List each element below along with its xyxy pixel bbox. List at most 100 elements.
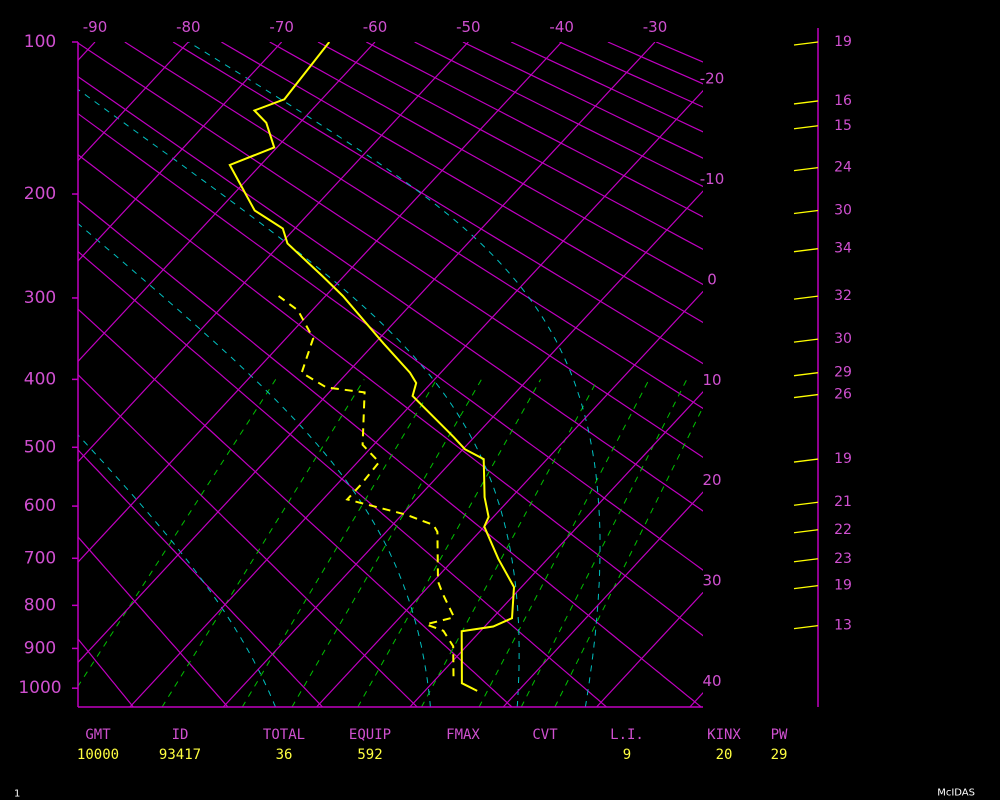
wind-barb [793,585,819,590]
pressure-label: 500 [24,437,56,457]
temperature-label: -50 [456,18,481,36]
dry-adiabat [124,42,703,410]
moist-adiabat [188,42,601,707]
wind-barb [793,558,819,563]
wind-barb [793,529,819,534]
index-label: EQUIP [349,727,391,743]
profiles [228,42,516,692]
pressure-label: 200 [24,184,56,204]
dry-adiabat [269,42,703,286]
dry-adiabat [172,42,703,365]
wind-speed-label: 30 [834,331,852,347]
wind-speed-label: 23 [834,551,852,567]
temperature-label: -30 [643,18,668,36]
temperature-label: -20 [700,70,725,88]
wind-barb [793,372,819,377]
dry-adiabat [78,638,135,707]
wind-speed-label: 24 [834,160,852,176]
index-label: TOTAL [263,727,305,743]
temperature-label: 30 [702,572,721,590]
isotherm [78,42,283,262]
index-label: ID [172,727,189,743]
temperature-label: -60 [363,18,388,36]
temperature-label: 20 [702,471,721,489]
dry-adiabat [78,308,513,707]
dewpoint-line [278,295,456,677]
wind-speed-label: 21 [834,494,852,510]
wind-speed-label: 13 [834,618,852,634]
wind-barb [793,458,819,463]
wind-speed-label: 26 [834,387,852,403]
index-value: 93417 [159,747,201,763]
temperature-line [228,42,516,692]
dry-adiabat [78,42,703,459]
isotherm [78,42,189,162]
dry-adiabat [78,536,229,707]
mixing-ratio-line [478,379,650,707]
index-value: 9 [623,747,631,763]
temperature-label: -80 [176,18,201,36]
wind-barb [793,624,819,630]
dry-adiabat [78,75,703,512]
pressure-label: 700 [24,548,56,568]
pressure-label: 1000 [18,678,61,698]
isotherm [78,42,563,563]
pressure-label: 400 [24,369,56,389]
guide-lines [78,42,703,707]
index-value: 36 [276,747,293,763]
index-label: KINX [707,727,741,743]
temperature-label: 40 [702,672,721,690]
pressure-label: 900 [24,638,56,658]
mixing-ratio-line [554,406,703,707]
index-label: CVT [532,727,558,743]
dry-adiabat [78,449,324,707]
wind-barb [793,125,819,130]
dry-adiabat [78,112,703,571]
index-value: 592 [357,747,382,763]
wind-barb [793,338,819,343]
isotherm [222,190,703,707]
mixing-ratio-line [161,379,365,707]
index-label: GMT [85,727,111,743]
temperature-label: -10 [700,170,725,188]
pressure-label: 600 [24,496,56,516]
index-value: 29 [771,747,788,763]
temperature-label: -90 [83,18,108,36]
wind-speed-label: 19 [834,34,852,50]
isotherm [78,42,656,664]
dry-adiabat [78,199,703,707]
index-value: 10000 [77,747,119,763]
dry-adiabat [78,250,608,707]
mixing-ratio-line [421,379,599,707]
moist-adiabat [78,88,520,707]
index-label: FMAX [446,727,480,743]
wind-barb [793,166,819,172]
isotherm [316,290,703,707]
wind-speed-label: 19 [834,578,852,594]
temperature-label: 0 [707,270,717,288]
wind-barb [793,209,819,215]
wind-speed-label: 32 [834,288,852,304]
mixing-ratio-line [357,379,542,707]
pressure-label: 300 [24,288,56,308]
wind-speed-label: 16 [834,93,852,109]
wind-barb [793,501,819,506]
index-value: 20 [716,747,733,763]
wind-speed-label: 19 [834,451,852,467]
wind-barb [793,100,819,105]
mixing-ratio-line [520,379,688,707]
pressure-label: 800 [24,595,56,615]
page-number: 1 [14,789,20,800]
wind-speed-label: 30 [834,203,852,219]
wind-barb [793,248,819,253]
wind-barb [793,41,819,46]
wind-barb [793,393,819,399]
temperature-label: -70 [269,18,294,36]
wind-speed-label: 29 [834,365,852,381]
isotherm [78,42,376,363]
pressure-label: 100 [24,32,56,52]
index-label: PW [771,727,788,743]
temperature-label: -40 [549,18,574,36]
wind-speed-label: 22 [834,522,852,538]
wind-speed-label: 15 [834,118,852,134]
